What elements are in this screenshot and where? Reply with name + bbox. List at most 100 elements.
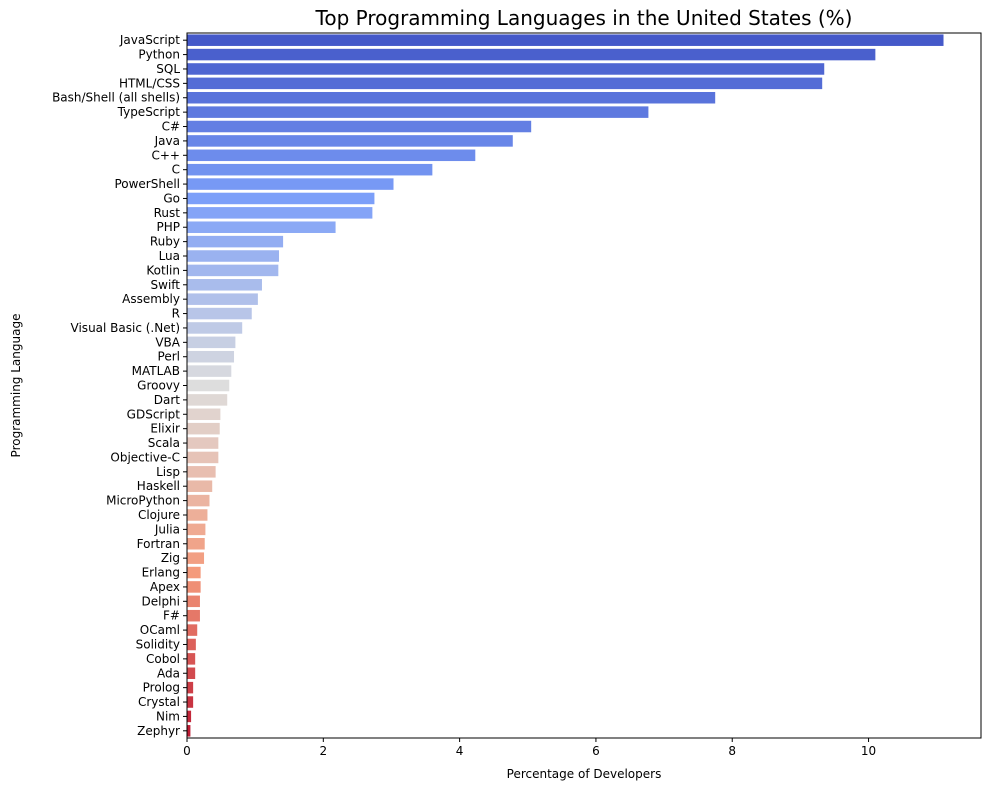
y-tick-label: Prolog <box>143 681 180 695</box>
bar-go <box>187 192 375 205</box>
x-ticks: 0 2 4 6 8 10 <box>183 738 876 758</box>
y-tick-label: OCaml <box>140 623 180 637</box>
bar-julia <box>187 523 206 536</box>
bar-java <box>187 135 513 147</box>
y-tick-label: C <box>172 163 180 177</box>
bar-scala <box>187 437 219 449</box>
bar-ada <box>187 667 196 680</box>
bar-zephyr <box>187 725 191 737</box>
bar-nim <box>187 710 192 723</box>
x-tick-label: 10 <box>861 744 876 758</box>
bar-c <box>187 149 476 162</box>
y-tick-label: Bash/Shell (all shells) <box>52 91 180 105</box>
bar-lisp <box>187 466 216 478</box>
y-tick-label: Visual Basic (.Net) <box>71 321 180 335</box>
y-tick-label: PowerShell <box>114 177 180 191</box>
bar-zig <box>187 552 205 564</box>
y-tick-label: Julia <box>154 522 180 536</box>
bar-solidity <box>187 638 196 651</box>
y-tick-label: SQL <box>156 62 180 76</box>
bars-group <box>187 34 944 737</box>
bar-javascript <box>187 34 944 46</box>
bar-cobol <box>187 653 196 665</box>
bar-c <box>187 163 433 176</box>
y-tick-label: Nim <box>156 709 180 723</box>
y-tick-label: Ada <box>157 666 180 680</box>
bar-groovy <box>187 379 230 392</box>
y-axis-label: Programming Language <box>9 314 23 458</box>
y-tick-label: Rust <box>154 206 181 220</box>
bar-clojure <box>187 509 208 521</box>
bar-gdscript <box>187 408 221 421</box>
x-tick-label: 4 <box>456 744 464 758</box>
y-tick-label: Dart <box>154 393 181 407</box>
y-tick-label: Kotlin <box>146 263 180 277</box>
y-tick-label: Zephyr <box>137 724 180 738</box>
y-tick-label: Python <box>138 48 180 62</box>
y-tick-label: Swift <box>151 278 181 292</box>
bar-haskell <box>187 480 213 492</box>
bar-delphi <box>187 595 200 608</box>
bar-vba <box>187 336 236 349</box>
y-tick-label: Erlang <box>142 566 180 580</box>
y-tick-label: VBA <box>155 335 180 349</box>
y-tick-label: HTML/CSS <box>119 76 180 90</box>
bar-r <box>187 307 252 320</box>
y-tick-label: JavaScript <box>119 33 180 47</box>
x-axis-label: Percentage of Developers <box>507 767 662 781</box>
y-tick-label: Ruby <box>150 235 180 249</box>
y-tick-label: Fortran <box>137 537 180 551</box>
y-tick-label: Go <box>163 191 180 205</box>
y-tick-label: TypeScript <box>117 105 181 119</box>
y-tick-label: MATLAB <box>132 364 180 378</box>
bar-sql <box>187 63 825 75</box>
bar-perl <box>187 350 235 363</box>
y-tick-label: GDScript <box>127 407 181 421</box>
bar-objective-c <box>187 451 219 464</box>
y-tick-label: C++ <box>152 148 181 162</box>
bar-visual-basic-net <box>187 322 243 334</box>
bar-assembly <box>187 293 258 305</box>
y-tick-label: Crystal <box>138 695 180 709</box>
bar-typescript <box>187 106 649 118</box>
bar-ruby <box>187 235 284 248</box>
bar-ocaml <box>187 624 198 636</box>
bar-crystal <box>187 696 194 708</box>
chart-title: Top Programming Languages in the United … <box>315 6 853 30</box>
bar-f <box>187 609 200 622</box>
y-tick-label: PHP <box>157 220 181 234</box>
bar-elixir <box>187 422 220 435</box>
bar-matlab <box>187 365 232 377</box>
bar-powershell <box>187 178 394 190</box>
y-tick-label: R <box>172 307 180 321</box>
y-tick-label: Lua <box>159 249 180 263</box>
bar-swift <box>187 279 262 291</box>
y-tick-label: Zig <box>161 551 180 565</box>
y-tick-label: Haskell <box>137 479 180 493</box>
x-tick-label: 6 <box>592 744 600 758</box>
y-tick-label: Perl <box>158 350 180 364</box>
x-tick-label: 2 <box>319 744 327 758</box>
y-tick-label: Objective-C <box>110 450 180 464</box>
y-tick-label: C# <box>162 120 180 134</box>
y-tick-label: Cobol <box>146 652 180 666</box>
bar-c <box>187 120 532 133</box>
y-tick-label: Elixir <box>150 422 180 436</box>
bar-dart <box>187 394 228 406</box>
y-tick-label: MicroPython <box>106 494 180 508</box>
bar-erlang <box>187 566 201 579</box>
y-tick-label: Apex <box>150 580 180 594</box>
y-tick-label: Lisp <box>156 465 180 479</box>
bar-html-css <box>187 77 823 90</box>
bar-lua <box>187 250 280 262</box>
bar-python <box>187 48 876 61</box>
bar-apex <box>187 581 201 593</box>
bar-prolog <box>187 681 194 694</box>
bar-rust <box>187 207 373 219</box>
x-tick-label: 0 <box>183 744 191 758</box>
bar-kotlin <box>187 264 279 277</box>
y-tick-label: Assembly <box>122 292 180 306</box>
